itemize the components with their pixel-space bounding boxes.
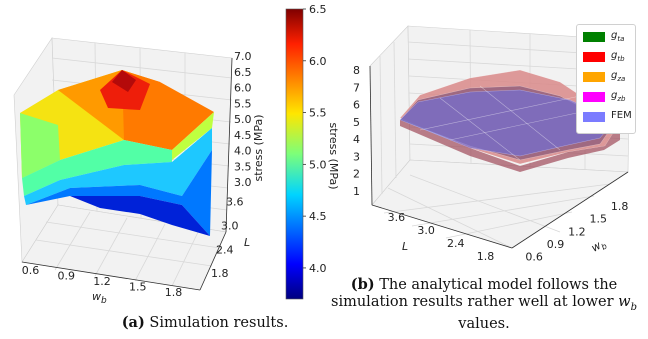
legend: gta gtb gza gzb FEM xyxy=(576,24,636,134)
legend-label: FEM xyxy=(611,110,632,121)
colorbar-tick-label: 5.0 xyxy=(309,158,327,171)
colorbar-label: stress (MPa) xyxy=(327,122,340,189)
z-tick-label: 3.5 xyxy=(234,160,252,173)
surface-patch xyxy=(26,150,212,236)
z-tick-label: 6.0 xyxy=(234,82,252,95)
x-tick-label: 1.8 xyxy=(165,286,183,299)
surface-plot-simulation: 0.6 0.9 1.2 1.5 1.8 1.82.43.03.6 3.03.54.04.… xyxy=(13,3,340,306)
z-tick-label: 5.5 xyxy=(234,97,252,110)
y-tick-labels: 1.8 2.4 3.0 3.6 xyxy=(211,196,244,281)
x-tick-label: 1.5 xyxy=(129,281,147,294)
mesh-line xyxy=(439,97,521,161)
z-tick-label: 6.5 xyxy=(234,66,252,79)
colorbar-tick-label: 4.5 xyxy=(309,210,327,223)
y-tick-label: 3.0 xyxy=(417,224,435,237)
y-tick-label: 3.0 xyxy=(221,219,239,232)
x-tick-labels: 0.6 0.9 1.2 1.5 1.8 xyxy=(22,264,182,299)
z-tick-label: 4 xyxy=(353,133,360,146)
surface-patch xyxy=(22,140,172,196)
y-axis-label: L xyxy=(244,236,250,249)
x-tick-label: 0.6 xyxy=(22,264,40,277)
x-tick-label: 1.5 xyxy=(589,213,607,226)
colorbar-tick-label: 4.0 xyxy=(309,262,327,275)
legend-label: gtb xyxy=(611,50,625,63)
x-tick-labels: 0.6 0.91.21.5 1.8 xyxy=(525,200,628,264)
z-tick-label: 3.0 xyxy=(234,176,252,189)
surface-patch xyxy=(112,70,136,92)
stress-surface xyxy=(20,70,214,236)
colorbar-tick-labels: 4.0 4.5 5.0 5.5 6.0 6.5 xyxy=(303,3,327,275)
z-tick-label: 7 xyxy=(353,81,360,94)
colorbar-tick-label: 6.5 xyxy=(309,3,327,16)
caption-label: (a) xyxy=(121,314,145,331)
mesh-line xyxy=(449,107,601,141)
legend-label: gzb xyxy=(611,90,626,103)
z-tick-labels: 1 2 3 4 5 6 7 8 xyxy=(353,64,360,198)
y-tick-label: 3.6 xyxy=(226,196,244,209)
caption-a: (a) Simulation results. xyxy=(80,314,330,332)
y-tick-label: 2.4 xyxy=(216,243,234,256)
legend-swatch xyxy=(583,92,605,102)
y-tick-label: 3.6 xyxy=(388,211,406,224)
legend-swatch xyxy=(583,112,605,122)
x-axis-label: wb xyxy=(92,290,107,306)
z-tick-label: 5 xyxy=(353,116,360,129)
floor-pane xyxy=(371,159,629,249)
z-axis-label: stress (MPa) xyxy=(252,114,265,181)
y-tick-labels: 1.8 2.4 3.0 3.6 xyxy=(388,211,495,263)
z-tick-label: 4.5 xyxy=(234,129,252,142)
model-surfaces xyxy=(399,69,621,172)
surface-patch xyxy=(172,112,214,160)
z-tick-label: 2 xyxy=(353,168,360,181)
axes-b xyxy=(369,65,629,249)
legend-label: gta xyxy=(611,30,625,43)
mesh-line xyxy=(479,85,561,151)
caption-label: (b) xyxy=(350,276,375,293)
legend-swatch xyxy=(583,52,605,62)
mesh-line xyxy=(419,95,581,131)
z-tick-label: 7.0 xyxy=(234,50,252,63)
surface-plot-comparison: 0.6 0.91.21.5 1.8 1.8 2.4 3.0 3.6 1 2 3 4 5 6 7 8 wb… xyxy=(353,25,631,264)
x-tick-label: 0.6 xyxy=(525,251,543,264)
z-tick-labels: 3.0 3.5 4.0 4.5 5.0 5.5 6.0 6.5 7.0 xyxy=(234,50,252,189)
floor-gridlines xyxy=(383,174,611,249)
y-tick-label: 1.8 xyxy=(477,250,495,263)
y-axis-label: L xyxy=(402,240,408,253)
z-tick-label: 1 xyxy=(353,185,360,198)
surface-patch xyxy=(20,113,60,178)
z-tick-label: 3 xyxy=(353,150,360,163)
caption-text: Simulation results. xyxy=(149,315,289,331)
y-tick-label: 1.8 xyxy=(211,267,229,280)
x-tick-label: 0.9 xyxy=(58,269,76,282)
legend-swatch xyxy=(583,32,605,42)
colorbar-tick-label: 5.5 xyxy=(309,107,327,120)
colorbar-tick-label: 6.0 xyxy=(309,55,327,68)
legend-label: gza xyxy=(611,70,626,83)
x-tick-label: 0.9 xyxy=(547,238,565,251)
x-tick-label: 1.8 xyxy=(611,200,629,213)
y-tick-label: 2.4 xyxy=(447,237,465,250)
surface-patch xyxy=(70,196,210,236)
x-axis-label: wb xyxy=(589,236,609,256)
colorbar xyxy=(285,8,304,300)
z-tick-label: 6 xyxy=(353,99,360,112)
x-tick-label: 1.2 xyxy=(93,275,111,288)
surface-patch xyxy=(24,128,212,205)
z-tick-label: 4.0 xyxy=(234,145,252,158)
x-tick-label: 1.2 xyxy=(568,225,586,238)
z-tick-label: 5.0 xyxy=(234,113,252,126)
floor-gridlines xyxy=(35,211,221,287)
z-tick-label: 8 xyxy=(353,64,360,77)
caption-b: (b) The analytical model follows the sim… xyxy=(331,276,637,332)
axes-a xyxy=(21,57,233,291)
legend-swatch xyxy=(583,72,605,82)
